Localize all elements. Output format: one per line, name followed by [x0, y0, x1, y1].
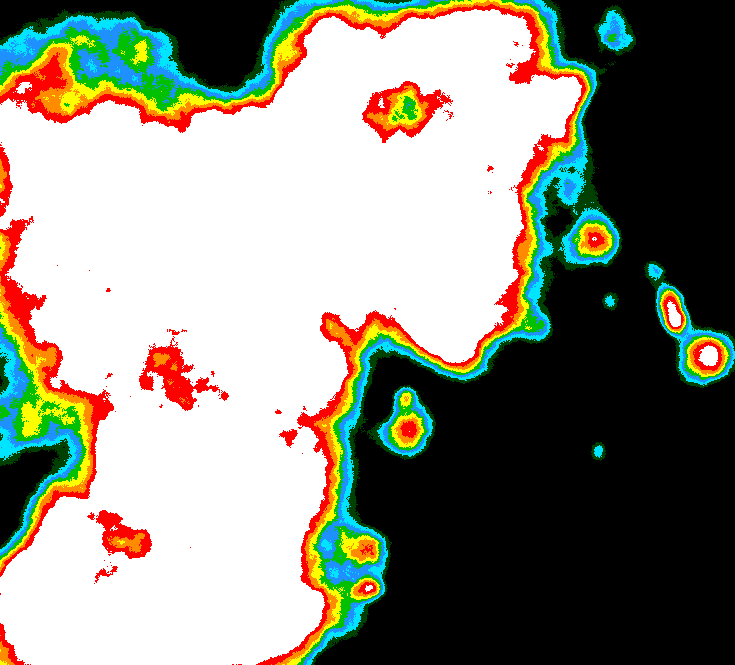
radar-image-viewport: Weather Radar Reflectivity — [0, 0, 735, 665]
radar-reflectivity-canvas — [0, 0, 735, 665]
